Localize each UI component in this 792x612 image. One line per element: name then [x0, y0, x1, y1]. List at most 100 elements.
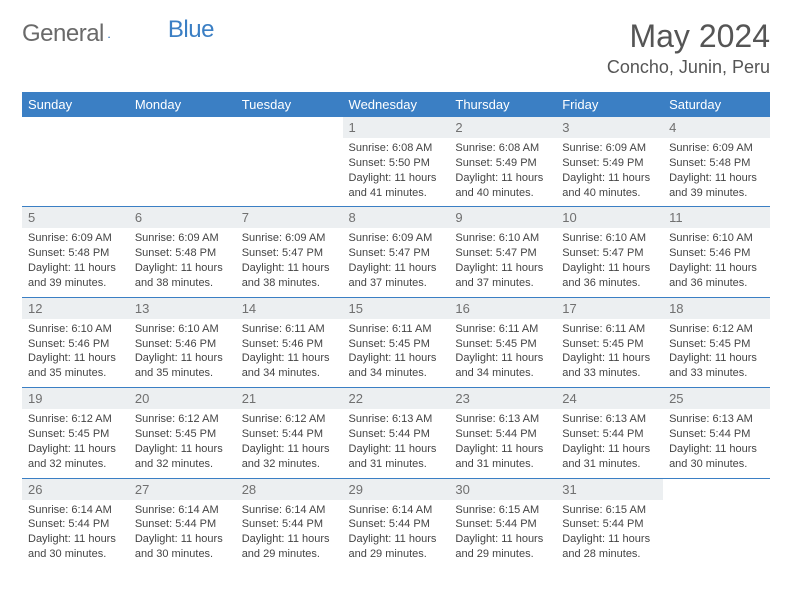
day-info: Sunrise: 6:14 AMSunset: 5:44 PMDaylight:…: [343, 500, 450, 568]
day-number: 23: [449, 388, 556, 409]
day-info: Sunrise: 6:12 AMSunset: 5:45 PMDaylight:…: [129, 409, 236, 477]
weekday-header: Wednesday: [343, 92, 450, 117]
day-number: 14: [236, 298, 343, 319]
calendar-row: 19Sunrise: 6:12 AMSunset: 5:45 PMDayligh…: [22, 388, 770, 478]
day-info: Sunrise: 6:12 AMSunset: 5:44 PMDaylight:…: [236, 409, 343, 477]
weekday-header: Friday: [556, 92, 663, 117]
calendar-cell: 1Sunrise: 6:08 AMSunset: 5:50 PMDaylight…: [343, 117, 450, 207]
day-info: Sunrise: 6:11 AMSunset: 5:45 PMDaylight:…: [343, 319, 450, 387]
day-number: 31: [556, 479, 663, 500]
day-number: 16: [449, 298, 556, 319]
calendar-cell: 6Sunrise: 6:09 AMSunset: 5:48 PMDaylight…: [129, 207, 236, 297]
day-number: 19: [22, 388, 129, 409]
weekday-header: Saturday: [663, 92, 770, 117]
weekday-header-row: Sunday Monday Tuesday Wednesday Thursday…: [22, 92, 770, 117]
day-info: Sunrise: 6:09 AMSunset: 5:48 PMDaylight:…: [22, 228, 129, 296]
day-number: 29: [343, 479, 450, 500]
day-info: Sunrise: 6:15 AMSunset: 5:44 PMDaylight:…: [556, 500, 663, 568]
day-info: Sunrise: 6:10 AMSunset: 5:46 PMDaylight:…: [663, 228, 770, 296]
calendar-cell: 10Sunrise: 6:10 AMSunset: 5:47 PMDayligh…: [556, 207, 663, 297]
day-number: 28: [236, 479, 343, 500]
calendar-cell: 31Sunrise: 6:15 AMSunset: 5:44 PMDayligh…: [556, 478, 663, 568]
day-info: Sunrise: 6:13 AMSunset: 5:44 PMDaylight:…: [663, 409, 770, 477]
calendar-cell: 23Sunrise: 6:13 AMSunset: 5:44 PMDayligh…: [449, 388, 556, 478]
month-title: May 2024: [607, 18, 770, 55]
weekday-header: Sunday: [22, 92, 129, 117]
calendar-cell: 9Sunrise: 6:10 AMSunset: 5:47 PMDaylight…: [449, 207, 556, 297]
calendar-table: Sunday Monday Tuesday Wednesday Thursday…: [22, 92, 770, 568]
calendar-cell: 4Sunrise: 6:09 AMSunset: 5:48 PMDaylight…: [663, 117, 770, 207]
day-number: 17: [556, 298, 663, 319]
calendar-cell: 11Sunrise: 6:10 AMSunset: 5:46 PMDayligh…: [663, 207, 770, 297]
day-number: 21: [236, 388, 343, 409]
day-number: 10: [556, 207, 663, 228]
day-number: 13: [129, 298, 236, 319]
day-info: Sunrise: 6:09 AMSunset: 5:48 PMDaylight:…: [129, 228, 236, 296]
day-info: Sunrise: 6:13 AMSunset: 5:44 PMDaylight:…: [556, 409, 663, 477]
day-info: Sunrise: 6:12 AMSunset: 5:45 PMDaylight:…: [663, 319, 770, 387]
calendar-cell: 18Sunrise: 6:12 AMSunset: 5:45 PMDayligh…: [663, 297, 770, 387]
day-number: 30: [449, 479, 556, 500]
day-info: Sunrise: 6:11 AMSunset: 5:46 PMDaylight:…: [236, 319, 343, 387]
calendar-cell: 13Sunrise: 6:10 AMSunset: 5:46 PMDayligh…: [129, 297, 236, 387]
calendar-cell: 8Sunrise: 6:09 AMSunset: 5:47 PMDaylight…: [343, 207, 450, 297]
day-number: 22: [343, 388, 450, 409]
day-number: 12: [22, 298, 129, 319]
logo-text-blue: Blue: [168, 16, 214, 44]
day-info: Sunrise: 6:08 AMSunset: 5:49 PMDaylight:…: [449, 138, 556, 206]
calendar-cell: 21Sunrise: 6:12 AMSunset: 5:44 PMDayligh…: [236, 388, 343, 478]
calendar-cell: [663, 478, 770, 568]
day-number: 6: [129, 207, 236, 228]
logo-text-general: General: [22, 20, 104, 48]
weekday-header: Thursday: [449, 92, 556, 117]
calendar-cell: 29Sunrise: 6:14 AMSunset: 5:44 PMDayligh…: [343, 478, 450, 568]
day-number: 20: [129, 388, 236, 409]
weekday-header: Tuesday: [236, 92, 343, 117]
day-number: 11: [663, 207, 770, 228]
day-info: Sunrise: 6:10 AMSunset: 5:47 PMDaylight:…: [449, 228, 556, 296]
calendar-cell: 28Sunrise: 6:14 AMSunset: 5:44 PMDayligh…: [236, 478, 343, 568]
calendar-body: 1Sunrise: 6:08 AMSunset: 5:50 PMDaylight…: [22, 117, 770, 568]
calendar-row: 1Sunrise: 6:08 AMSunset: 5:50 PMDaylight…: [22, 117, 770, 207]
calendar-cell: 5Sunrise: 6:09 AMSunset: 5:48 PMDaylight…: [22, 207, 129, 297]
day-number: 8: [343, 207, 450, 228]
calendar-cell: 15Sunrise: 6:11 AMSunset: 5:45 PMDayligh…: [343, 297, 450, 387]
day-info: Sunrise: 6:10 AMSunset: 5:46 PMDaylight:…: [129, 319, 236, 387]
calendar-cell: 17Sunrise: 6:11 AMSunset: 5:45 PMDayligh…: [556, 297, 663, 387]
calendar-cell: 16Sunrise: 6:11 AMSunset: 5:45 PMDayligh…: [449, 297, 556, 387]
day-info: Sunrise: 6:13 AMSunset: 5:44 PMDaylight:…: [343, 409, 450, 477]
calendar-cell: 2Sunrise: 6:08 AMSunset: 5:49 PMDaylight…: [449, 117, 556, 207]
calendar-cell: 30Sunrise: 6:15 AMSunset: 5:44 PMDayligh…: [449, 478, 556, 568]
day-info: Sunrise: 6:12 AMSunset: 5:45 PMDaylight:…: [22, 409, 129, 477]
day-info: Sunrise: 6:13 AMSunset: 5:44 PMDaylight:…: [449, 409, 556, 477]
calendar-row: 26 Sunrise: 6:14 AMSunset: 5:44 PMDayligh…: [22, 478, 770, 568]
calendar-cell: 20Sunrise: 6:12 AMSunset: 5:45 PMDayligh…: [129, 388, 236, 478]
day-number: 18: [663, 298, 770, 319]
day-info: Sunrise: 6:11 AMSunset: 5:45 PMDaylight:…: [556, 319, 663, 387]
calendar-row: 5Sunrise: 6:09 AMSunset: 5:48 PMDaylight…: [22, 207, 770, 297]
day-info: Sunrise: 6:10 AMSunset: 5:46 PMDaylight:…: [22, 319, 129, 387]
calendar-cell: 24Sunrise: 6:13 AMSunset: 5:44 PMDayligh…: [556, 388, 663, 478]
calendar-cell: 12Sunrise: 6:10 AMSunset: 5:46 PMDayligh…: [22, 297, 129, 387]
calendar-cell: 19Sunrise: 6:12 AMSunset: 5:45 PMDayligh…: [22, 388, 129, 478]
calendar-cell: [129, 117, 236, 207]
day-number: 15: [343, 298, 450, 319]
day-number: 4: [663, 117, 770, 138]
day-info: Sunrise: 6:09 AMSunset: 5:49 PMDaylight:…: [556, 138, 663, 206]
calendar-cell: 7Sunrise: 6:09 AMSunset: 5:47 PMDaylight…: [236, 207, 343, 297]
logo: General Blue: [22, 20, 214, 48]
calendar-cell: 25Sunrise: 6:13 AMSunset: 5:44 PMDayligh…: [663, 388, 770, 478]
weekday-header: Monday: [129, 92, 236, 117]
calendar-cell: [236, 117, 343, 207]
location: Concho, Junin, Peru: [607, 57, 770, 78]
header: General Blue May 2024 Concho, Junin, Per…: [22, 18, 770, 78]
calendar-cell: 3Sunrise: 6:09 AMSunset: 5:49 PMDaylight…: [556, 117, 663, 207]
calendar-cell: [22, 117, 129, 207]
title-block: May 2024 Concho, Junin, Peru: [607, 18, 770, 78]
day-info: Sunrise: 6:09 AMSunset: 5:47 PMDaylight:…: [343, 228, 450, 296]
day-number: 26: [22, 479, 129, 500]
day-number: 25: [663, 388, 770, 409]
day-number: 5: [22, 207, 129, 228]
day-info: Sunrise: 6:08 AMSunset: 5:50 PMDaylight:…: [343, 138, 450, 206]
day-info: Sunrise: 6:11 AMSunset: 5:45 PMDaylight:…: [449, 319, 556, 387]
